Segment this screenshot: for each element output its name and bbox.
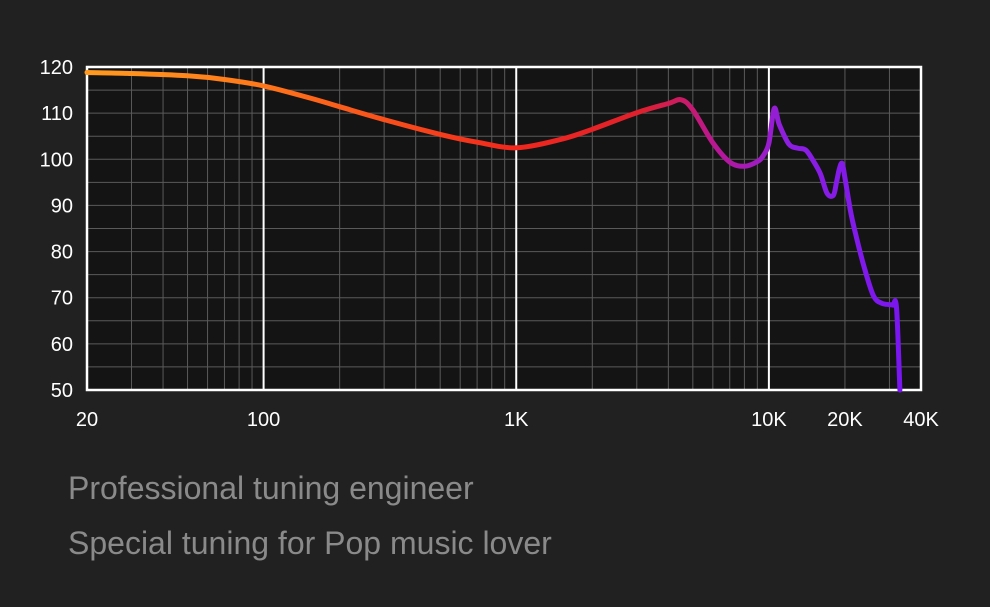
y-tick-label: 80 <box>51 242 73 264</box>
x-tick-label: 20K <box>827 409 863 431</box>
caption-professional-tuning: Professional tuning engineer <box>68 470 474 506</box>
y-tick-label: 100 <box>40 149 73 171</box>
x-tick-label: 1K <box>504 409 529 431</box>
plot-frame <box>85 65 923 392</box>
x-tick-label: 40K <box>903 409 939 431</box>
y-tick-label: 120 <box>40 57 73 79</box>
y-tick-label: 60 <box>51 334 73 356</box>
y-tick-label: 90 <box>51 195 73 217</box>
caption-pop-music-tuning: Special tuning for Pop music lover <box>68 525 552 561</box>
y-tick-label: 110 <box>41 103 73 125</box>
y-tick-label: 70 <box>51 288 73 310</box>
frequency-response-line <box>84 70 903 393</box>
y-tick-label: 50 <box>51 380 73 402</box>
x-tick-label: 20 <box>76 409 98 431</box>
x-tick-label: 100 <box>247 409 280 431</box>
grid-horizontal <box>87 89 921 368</box>
x-tick-label: 10K <box>751 409 787 431</box>
